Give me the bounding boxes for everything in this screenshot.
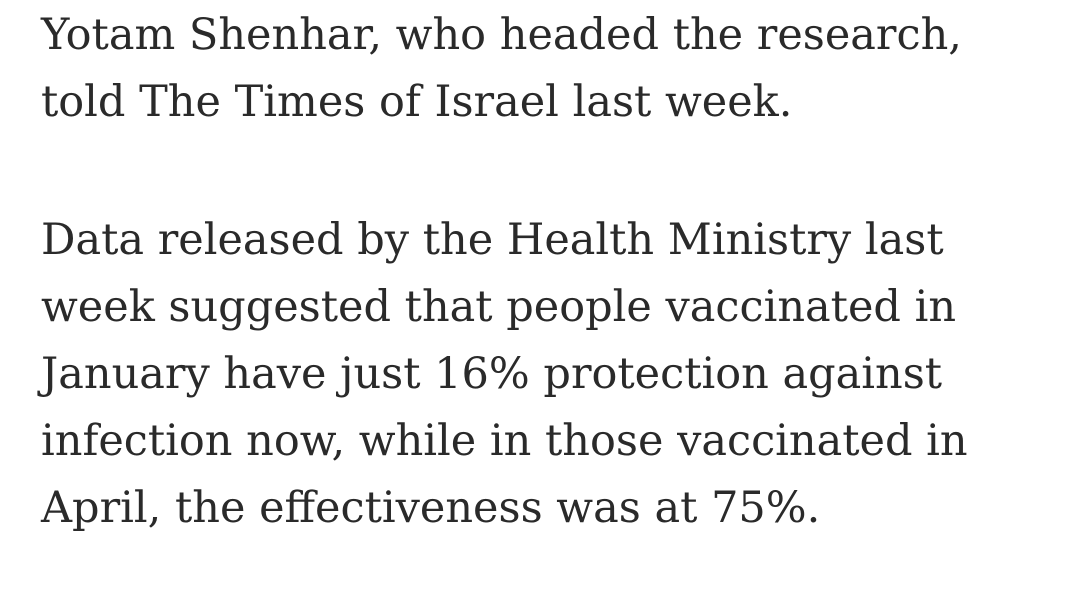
article-body: Yotam Shenhar, who headed the research, … bbox=[41, 0, 1061, 542]
paragraph-line: week suggested that people vaccinated in bbox=[41, 282, 957, 332]
paragraph-2: Data released by the Health Ministry las… bbox=[41, 207, 1061, 542]
paragraph-line: April, the effectiveness was at 75%. bbox=[41, 483, 821, 533]
paragraph-1: Yotam Shenhar, who headed the research, … bbox=[41, 2, 1061, 136]
paragraph-line: Data released by the Health Ministry las… bbox=[41, 215, 944, 265]
paragraph-line: Yotam Shenhar, who headed the research, bbox=[41, 10, 962, 60]
paragraph-spacer bbox=[41, 136, 1061, 207]
paragraph-line: January have just 16% protection against bbox=[41, 349, 943, 399]
paragraph-line: infection now, while in those vaccinated… bbox=[41, 416, 968, 466]
paragraph-line: told The Times of Israel last week. bbox=[41, 77, 793, 127]
